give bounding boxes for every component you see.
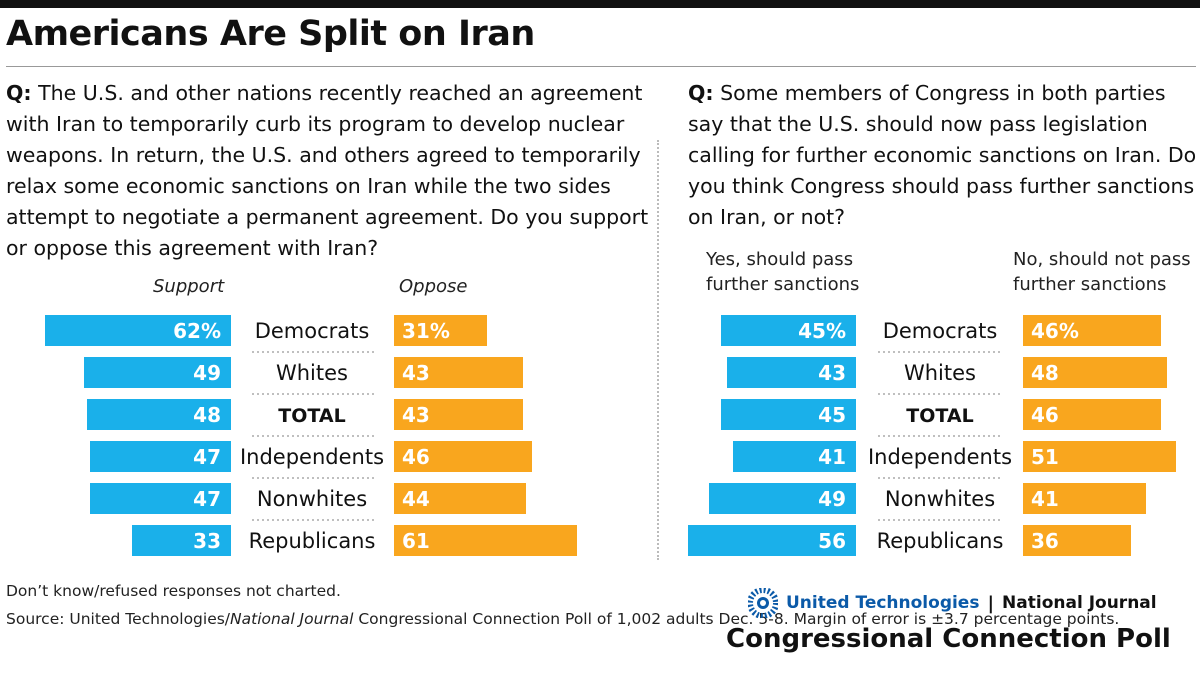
note-dont-know: Don’t know/refused responses not charted… [6,582,341,600]
category-label: Independents [868,445,1012,469]
header-yes-line1: Yes, should pass [706,249,854,270]
label-no-total: 46 [1031,403,1059,427]
label-oppose-total: 43 [402,403,430,427]
question-right-text: Some members of Congress in both parties… [688,81,1197,229]
branding-row: United Technologies | National Journal [748,588,1157,618]
category-label: Whites [904,361,976,385]
note-source: Source: United Technologies/National Jou… [6,608,1119,630]
bar-oppose-democrats [394,315,487,346]
category-label: Whites [276,361,348,385]
category-label: Republicans [249,529,376,553]
source-prefix: Source: United Technologies/ [6,610,231,628]
header-no: No, should not pass further sanctions [1013,247,1191,297]
label-support-independents: 47 [193,445,221,469]
label-support-nonwhites: 47 [193,487,221,511]
notes: Don’t know/refused responses not charted… [6,580,1119,636]
bar-oppose-nonwhites [394,483,526,514]
question-left-prefix: Q: [6,81,32,105]
bar-oppose-republicans [394,525,577,556]
question-left-text: The U.S. and other nations recently reac… [6,81,649,260]
label-oppose-nonwhites: 44 [402,487,430,511]
bar-yes-independents [733,441,856,472]
label-no-nonwhites: 41 [1031,487,1059,511]
bar-no-total [1023,399,1161,430]
bar-no-republicans [1023,525,1131,556]
label-support-democrats: 62% [173,319,221,343]
page-title: Americans Are Split on Iran [6,14,535,54]
label-yes-republicans: 56 [818,529,846,553]
label-yes-nonwhites: 49 [818,487,846,511]
question-left: Q: The U.S. and other nations recently r… [6,78,656,264]
united-technologies-logo-icon [748,588,778,618]
label-oppose-whites: 43 [402,361,430,385]
brand-national-journal: National Journal [1002,593,1157,613]
question-right: Q: Some members of Congress in both part… [688,78,1198,233]
header-no-line1: No, should not pass [1013,249,1191,270]
bar-support-whites [84,357,231,388]
category-label: Democrats [255,319,370,343]
label-support-total: 48 [193,403,221,427]
top-bar [0,0,1200,8]
category-label: TOTAL [278,405,345,427]
bar-no-nonwhites [1023,483,1146,514]
header-no-line2: further sanctions [1013,274,1167,295]
category-label: Nonwhites [885,487,995,511]
label-yes-democrats: 45% [798,319,846,343]
label-support-republicans: 33 [193,529,221,553]
bar-support-independents [90,441,231,472]
bar-yes-republicans [688,525,856,556]
bar-support-republicans [132,525,231,556]
panel-divider [657,140,659,560]
bar-yes-total [721,399,856,430]
bar-oppose-whites [394,357,523,388]
source-suffix: Congressional Connection Poll of 1,002 a… [353,610,1120,628]
label-oppose-democrats: 31% [402,319,450,343]
label-oppose-independents: 46 [402,445,430,469]
header-oppose: Oppose [399,276,468,297]
category-label: Democrats [883,319,998,343]
bar-oppose-total [394,399,523,430]
brand-united-technologies: United Technologies [786,593,980,613]
label-yes-total: 45 [818,403,846,427]
category-label: Republicans [877,529,1004,553]
bar-yes-democrats [721,315,856,346]
bar-oppose-independents [394,441,532,472]
title-rule [6,66,1196,67]
bar-no-democrats [1023,315,1161,346]
question-right-prefix: Q: [688,81,714,105]
poll-name: Congressional Connection Poll [726,624,1171,654]
category-label: Nonwhites [257,487,367,511]
header-yes: Yes, should pass further sanctions [706,247,859,297]
label-no-republicans: 36 [1031,529,1059,553]
bar-yes-nonwhites [709,483,856,514]
bar-yes-whites [727,357,856,388]
category-label: TOTAL [906,405,973,427]
header-support: Support [153,276,225,297]
bar-support-nonwhites [90,483,231,514]
source-italic: National Journal [230,610,354,628]
label-support-whites: 49 [193,361,221,385]
header-yes-line2: further sanctions [706,274,860,295]
bar-no-independents [1023,441,1176,472]
label-oppose-republicans: 61 [402,529,430,553]
category-label: Independents [240,445,384,469]
bar-support-total [87,399,231,430]
label-yes-whites: 43 [818,361,846,385]
label-yes-independents: 41 [818,445,846,469]
label-no-whites: 48 [1031,361,1059,385]
bar-no-whites [1023,357,1167,388]
bar-support-democrats [45,315,231,346]
label-no-democrats: 46% [1031,319,1079,343]
label-no-independents: 51 [1031,445,1059,469]
brand-separator: | [987,592,995,614]
